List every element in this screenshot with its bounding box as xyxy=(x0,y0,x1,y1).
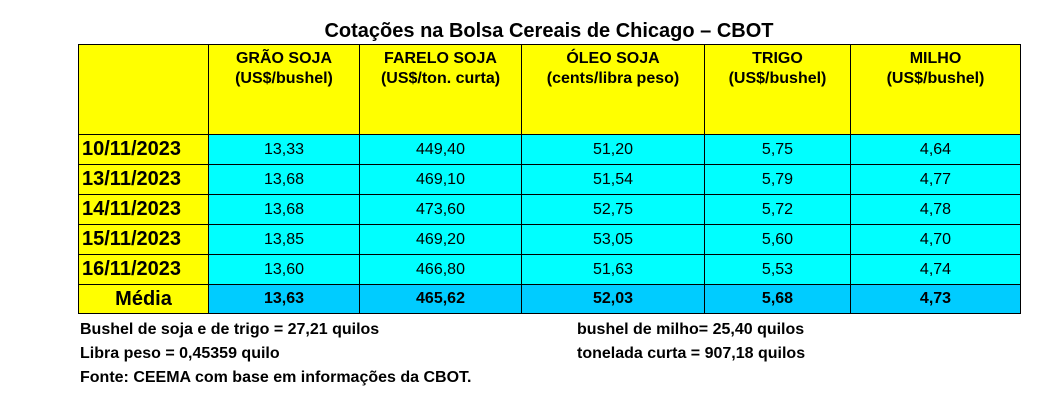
table-cell: 52,75 xyxy=(521,194,705,225)
table-cell: 53,05 xyxy=(521,224,705,255)
table-row: 10/11/2023 13,33 449,40 51,20 5,75 4,64 xyxy=(78,134,1021,165)
header-farelo-soja: FARELO SOJA (US$/ton. curta) xyxy=(359,44,522,135)
table-row: 16/11/2023 13,60 466,80 51,63 5,53 4,74 xyxy=(78,254,1021,285)
table-cell: 5,79 xyxy=(704,164,851,195)
average-cell: 4,73 xyxy=(850,284,1021,314)
header-milho: MILHO (US$/bushel) xyxy=(850,44,1021,135)
row-date: 16/11/2023 xyxy=(78,254,209,285)
header-row: GRÃO SOJA (US$/bushel) FARELO SOJA (US$/to… xyxy=(78,44,1021,135)
table-cell: 4,74 xyxy=(850,254,1021,285)
table-cell: 469,10 xyxy=(359,164,522,195)
average-row: Média 13,63 465,62 52,03 5,68 4,73 xyxy=(78,284,1021,314)
average-cell: 13,63 xyxy=(208,284,360,314)
table-cell: 469,20 xyxy=(359,224,522,255)
table-cell: 473,60 xyxy=(359,194,522,225)
header-grao-soja: GRÃO SOJA (US$/bushel) xyxy=(208,44,360,135)
row-date: 15/11/2023 xyxy=(78,224,209,255)
table-cell: 5,60 xyxy=(704,224,851,255)
table-cell: 4,64 xyxy=(850,134,1021,165)
average-cell: 465,62 xyxy=(359,284,522,314)
cbot-table: GRÃO SOJA (US$/bushel) FARELO SOJA (US$/to… xyxy=(78,44,1021,314)
note-bushel-soja-trigo: Bushel de soja e de trigo = 27,21 quilos xyxy=(80,321,380,338)
average-label: Média xyxy=(78,284,209,314)
page-title: Cotações na Bolsa Cereais de Chicago – C… xyxy=(324,20,774,42)
average-cell: 5,68 xyxy=(704,284,851,314)
table-cell: 466,80 xyxy=(359,254,522,285)
row-date: 13/11/2023 xyxy=(78,164,209,195)
table-cell: 4,70 xyxy=(850,224,1021,255)
table-cell: 13,68 xyxy=(208,164,360,195)
source-note: Fonte: CEEMA com base em informações da … xyxy=(80,369,472,386)
header-trigo: TRIGO (US$/bushel) xyxy=(704,44,851,135)
table-cell: 5,75 xyxy=(704,134,851,165)
table-row: 14/11/2023 13,68 473,60 52,75 5,72 4,78 xyxy=(78,194,1021,225)
table-cell: 13,33 xyxy=(208,134,360,165)
average-cell: 52,03 xyxy=(521,284,705,314)
row-date: 14/11/2023 xyxy=(78,194,209,225)
table-cell: 4,77 xyxy=(850,164,1021,195)
table-cell: 51,54 xyxy=(521,164,705,195)
table-cell: 5,53 xyxy=(704,254,851,285)
table-cell: 51,63 xyxy=(521,254,705,285)
table-cell: 13,68 xyxy=(208,194,360,225)
note-tonelada-curta: tonelada curta = 907,18 quilos xyxy=(577,345,806,362)
table-cell: 5,72 xyxy=(704,194,851,225)
table-row: 13/11/2023 13,68 469,10 51,54 5,79 4,77 xyxy=(78,164,1021,195)
header-oleo-soja: ÓLEO SOJA (cents/libra peso) xyxy=(521,44,705,135)
table-cell: 13,85 xyxy=(208,224,360,255)
note-bushel-milho: bushel de milho= 25,40 quilos xyxy=(577,321,805,338)
table-row: 15/11/2023 13,85 469,20 53,05 5,60 4,70 xyxy=(78,224,1021,255)
table-cell: 13,60 xyxy=(208,254,360,285)
note-libra-peso: Libra peso = 0,45359 quilo xyxy=(80,345,280,362)
header-blank xyxy=(78,44,209,135)
row-date: 10/11/2023 xyxy=(78,134,209,165)
table-cell: 51,20 xyxy=(521,134,705,165)
table-cell: 449,40 xyxy=(359,134,522,165)
table-cell: 4,78 xyxy=(850,194,1021,225)
